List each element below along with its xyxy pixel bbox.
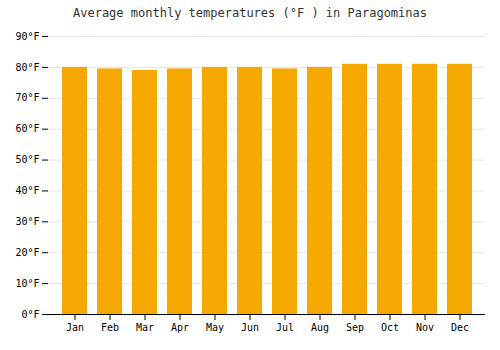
- svg-text:Dec: Dec: [451, 322, 469, 333]
- svg-text:80°F: 80°F: [15, 62, 39, 73]
- svg-text:Jan: Jan: [66, 322, 84, 333]
- svg-text:90°F: 90°F: [15, 31, 39, 42]
- svg-text:Jun: Jun: [241, 322, 259, 333]
- svg-text:Oct: Oct: [381, 322, 399, 333]
- svg-text:50°F: 50°F: [15, 154, 39, 165]
- svg-text:70°F: 70°F: [15, 92, 39, 103]
- svg-text:Aug: Aug: [311, 322, 329, 333]
- svg-text:Apr: Apr: [171, 322, 189, 333]
- svg-text:10°F: 10°F: [15, 278, 39, 289]
- svg-text:60°F: 60°F: [15, 123, 39, 134]
- html-text:Average monthly temperatures (: Average monthly temperatures (°F ) in Pa…: [73, 6, 427, 20]
- svg-text:Jul: Jul: [276, 322, 294, 333]
- svg-text:Nov: Nov: [416, 322, 434, 333]
- svg-text:May: May: [206, 322, 224, 333]
- svg-text:40°F: 40°F: [15, 185, 39, 196]
- svg-text:20°F: 20°F: [15, 247, 39, 258]
- svg-text:Mar: Mar: [136, 322, 154, 333]
- svg-text:0°F: 0°F: [21, 309, 39, 320]
- svg-text:Sep: Sep: [346, 322, 364, 333]
- svg-text:30°F: 30°F: [15, 216, 39, 227]
- svg-text:Feb: Feb: [101, 322, 119, 333]
